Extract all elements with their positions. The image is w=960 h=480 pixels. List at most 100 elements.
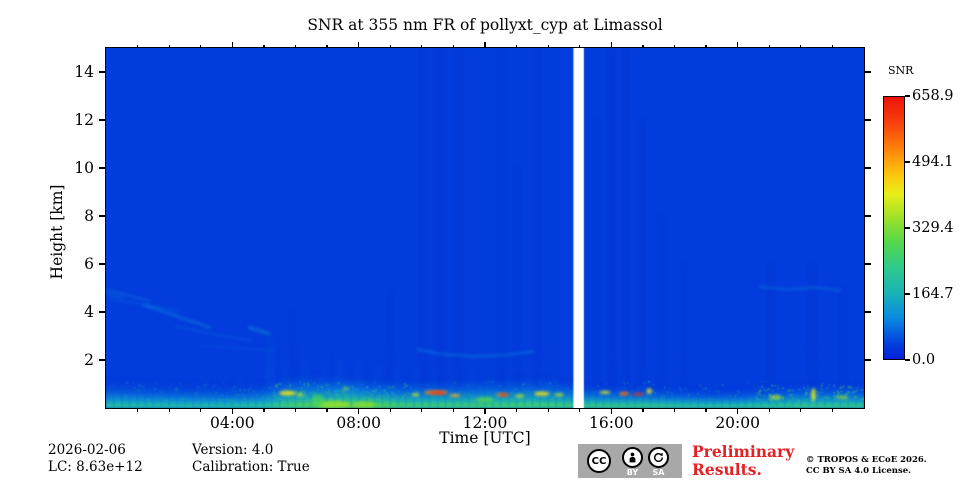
y-axis-tick xyxy=(99,311,106,313)
y-axis-tick xyxy=(864,263,871,265)
y-axis-tick xyxy=(99,71,106,73)
snr-heatmap-canvas xyxy=(106,48,864,408)
y-axis-tick xyxy=(864,167,871,169)
x-axis-minor-tick xyxy=(200,44,202,48)
x-axis-minor-tick xyxy=(389,44,391,48)
x-axis-minor-tick xyxy=(263,44,265,48)
colorbar-tick-label: 494.1 xyxy=(912,154,954,171)
x-axis-minor-tick xyxy=(452,44,454,48)
copyright-line1: © TROPOS & ECoE 2026. xyxy=(806,455,927,465)
x-axis-tick-label: 20:00 xyxy=(715,414,760,432)
x-axis-minor-tick xyxy=(515,408,518,412)
footer-version-block: Version: 4.0 Calibration: True xyxy=(192,442,310,476)
x-axis-minor-tick xyxy=(642,408,644,412)
y-axis-tick xyxy=(864,71,871,73)
x-axis-tick-label: 08:00 xyxy=(336,414,381,432)
y-axis-tick xyxy=(99,167,106,169)
x-axis-minor-tick xyxy=(705,44,707,48)
x-axis-tick xyxy=(484,42,486,48)
x-axis-minor-tick xyxy=(831,44,833,48)
colorbar-tick xyxy=(905,227,910,229)
y-axis-tick-label: 10 xyxy=(74,159,94,177)
x-axis-minor-tick xyxy=(168,408,170,412)
cc-icon: CC xyxy=(587,449,611,473)
x-axis-tick xyxy=(357,42,360,48)
y-axis-tick xyxy=(99,215,106,217)
colorbar-tick-label: 329.4 xyxy=(912,220,954,237)
colorbar-tick-label: 0.0 xyxy=(912,352,936,368)
y-axis-tick xyxy=(864,119,871,121)
x-axis-label: Time [UTC] xyxy=(439,429,531,447)
x-axis-tick xyxy=(610,408,613,414)
colorbar-tick-label: 658.9 xyxy=(912,88,954,104)
x-axis-tick xyxy=(484,408,486,414)
x-axis-tick xyxy=(736,408,739,414)
x-axis-minor-tick xyxy=(547,44,549,48)
x-axis-minor-tick xyxy=(200,408,202,412)
y-axis-label: Height [km] xyxy=(48,184,66,280)
x-axis-tick xyxy=(231,408,234,414)
colorbar-tick-label: 164.7 xyxy=(912,286,954,302)
y-axis-tick-label: 14 xyxy=(74,63,94,81)
x-axis-minor-tick xyxy=(263,408,265,412)
x-axis-minor-tick xyxy=(579,44,581,48)
x-axis-minor-tick xyxy=(800,408,802,412)
preliminary-line1: Preliminary xyxy=(692,442,795,461)
x-axis-minor-tick xyxy=(168,44,170,48)
x-axis-minor-tick xyxy=(800,44,802,48)
chart-title: SNR at 355 nm FR of pollyxt_cyp at Limas… xyxy=(307,16,663,34)
y-axis-tick xyxy=(864,215,871,217)
footer-date-block: 2026-02-06 LC: 8.63e+12 xyxy=(48,442,143,476)
x-axis-tick xyxy=(610,42,613,48)
x-axis-minor-tick xyxy=(421,44,423,48)
x-axis-tick-label: 16:00 xyxy=(588,414,634,432)
version-text: Version: 4.0 xyxy=(192,442,274,458)
x-axis-minor-tick xyxy=(294,44,297,48)
y-axis-tick-label: 8 xyxy=(84,207,94,225)
x-axis-minor-tick xyxy=(831,408,833,412)
calibration-text: Calibration: True xyxy=(192,459,310,475)
person-icon xyxy=(629,452,636,463)
y-axis-tick xyxy=(864,359,871,361)
colorbar-tick xyxy=(905,293,910,295)
colorbar xyxy=(883,96,905,360)
y-axis-tick xyxy=(864,311,871,313)
x-axis-tick xyxy=(736,42,739,48)
x-axis-tick xyxy=(231,42,234,48)
cc-sa-arrow-icon xyxy=(648,447,669,468)
y-axis-tick xyxy=(99,263,106,265)
y-axis-tick-label: 4 xyxy=(84,303,94,321)
y-axis-tick-label: 6 xyxy=(84,255,94,273)
x-axis-minor-tick xyxy=(421,408,423,412)
x-axis-minor-tick xyxy=(768,408,770,412)
measurement-date: 2026-02-06 xyxy=(48,442,126,458)
x-axis-minor-tick xyxy=(673,44,676,48)
x-axis-tick xyxy=(357,408,360,414)
y-axis-tick xyxy=(99,119,106,121)
copyright-block: © TROPOS & ECoE 2026. CC BY SA 4.0 Licen… xyxy=(806,455,927,477)
cc-by-person-icon xyxy=(622,447,643,468)
preliminary-watermark: Preliminary Results. xyxy=(692,443,794,479)
preliminary-line2: Results. xyxy=(692,460,762,479)
x-axis-minor-tick xyxy=(294,408,297,412)
x-axis-minor-tick xyxy=(326,408,328,412)
x-axis-tick-label: 04:00 xyxy=(209,414,255,432)
colorbar-tick xyxy=(905,359,910,361)
x-axis-minor-tick xyxy=(673,408,676,412)
copyright-line2: CC BY SA 4.0 License. xyxy=(806,466,912,476)
colorbar-title: SNR xyxy=(888,64,914,77)
x-axis-minor-tick xyxy=(515,44,518,48)
x-axis-minor-tick xyxy=(579,408,581,412)
x-axis-minor-tick xyxy=(326,44,328,48)
y-axis-tick xyxy=(99,359,106,361)
x-axis-minor-tick xyxy=(136,408,139,412)
x-axis-minor-tick xyxy=(136,44,139,48)
y-axis-tick-label: 2 xyxy=(84,351,94,369)
x-axis-minor-tick xyxy=(705,408,707,412)
x-axis-minor-tick xyxy=(389,408,391,412)
cc-sa-label: SA xyxy=(652,468,665,477)
x-axis-minor-tick xyxy=(642,44,644,48)
x-axis-minor-tick xyxy=(768,44,770,48)
colorbar-tick xyxy=(905,161,910,163)
